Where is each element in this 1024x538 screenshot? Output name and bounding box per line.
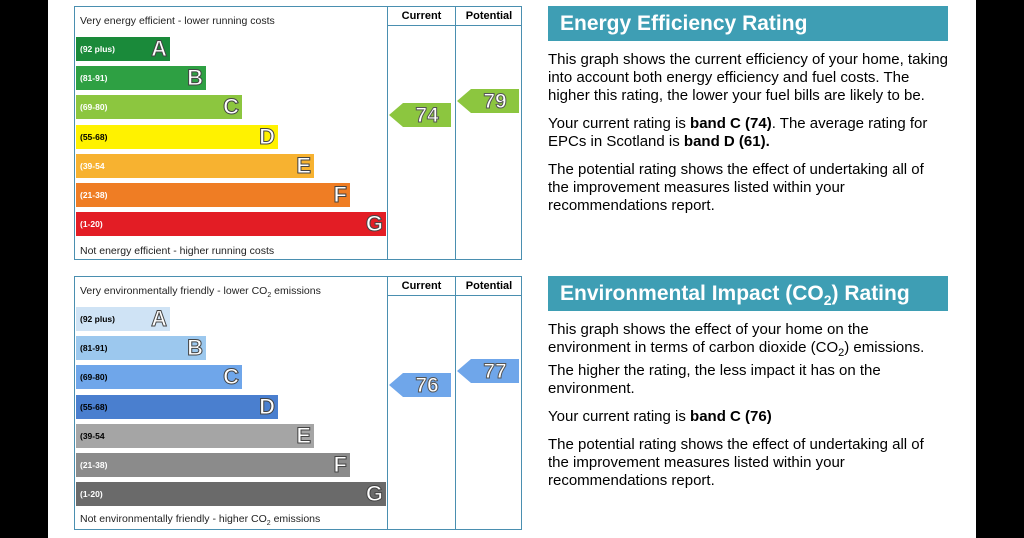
top-label: Very environmentally friendly - lower CO… — [80, 285, 321, 300]
potential-column-header: Potential — [456, 7, 522, 26]
current-rating-paragraph: Your current rating is band C (76) — [548, 408, 772, 425]
band-letter: G — [365, 211, 383, 237]
rating-band-b: (81-91) B — [76, 335, 206, 361]
current-column-header: Current — [388, 7, 455, 26]
current-rating-value: 76 — [415, 374, 439, 398]
potential-rating-value: 79 — [483, 90, 507, 114]
arrow-shape — [389, 373, 451, 398]
rating-band-c: (69-80) C — [76, 94, 242, 120]
column-divider — [387, 277, 388, 529]
rating-band-a: (92 plus) A — [76, 306, 170, 332]
potential-rating-value: 77 — [483, 360, 507, 384]
band-range-label: (55-68) — [80, 131, 108, 142]
band-range-label: (39-54 — [80, 160, 105, 171]
band-range-label: (21-38) — [80, 190, 108, 200]
band-range-label: (1-20) — [80, 219, 103, 230]
potential-rating-paragraph: The potential rating shows the effect of… — [548, 161, 924, 214]
band-range-label: (81-91) — [80, 343, 108, 354]
band-range-label: (1-20) — [80, 489, 103, 500]
environmental-impact-panel: Environmental Impact (CO2) Rating This g… — [548, 276, 948, 490]
rating-band-a: (92 plus) A — [76, 36, 170, 62]
band-letter: F — [333, 452, 347, 478]
rating-band-e: (39-54 E — [76, 422, 314, 448]
current-rating-paragraph: Your current rating is band C (74). The … — [548, 115, 928, 150]
column-divider — [455, 277, 456, 529]
band-range-label: (69-80) — [80, 372, 108, 383]
rating-band-b: (81-91) B — [76, 65, 206, 91]
column-divider — [455, 7, 456, 259]
top-label: Very energy efficient - lower running co… — [80, 15, 275, 27]
current-rating-arrow: 76 — [389, 373, 451, 398]
description-paragraph: This graph shows the current efficiency … — [548, 51, 948, 104]
band-letter: E — [296, 422, 312, 448]
band-range-label: (55-68) — [80, 401, 108, 412]
rating-band-d: (55-68) D — [76, 123, 278, 149]
band-letter: B — [187, 65, 204, 91]
energy-efficiency-chart: Current Potential Very energy efficient … — [74, 6, 522, 260]
band-letter: G — [365, 481, 383, 507]
rating-band-g: (1-20) G — [76, 481, 386, 507]
potential-rating-arrow: 79 — [457, 89, 519, 114]
band-letter: E — [296, 152, 312, 178]
band-range-label: (21-38) — [80, 460, 108, 470]
band-letter: A — [151, 36, 168, 62]
column-divider — [387, 7, 388, 259]
rating-band-f: (21-38) F — [76, 182, 350, 208]
rating-band-g: (1-20) G — [76, 211, 386, 237]
bottom-label: Not environmentally friendly - higher CO… — [80, 512, 321, 527]
band-letter: A — [151, 306, 168, 332]
energy-efficiency-panel: Energy Efficiency Rating This graph show… — [548, 6, 948, 215]
description-paragraph: This graph shows the effect of your home… — [548, 321, 925, 397]
panel-title: Environmental Impact (CO2) Rating — [548, 276, 948, 311]
rating-band-c: (69-80) C — [76, 364, 242, 390]
arrow-shape — [389, 103, 451, 128]
rating-band-f: (21-38) F — [76, 452, 350, 478]
potential-rating-paragraph: The potential rating shows the effect of… — [548, 436, 924, 489]
band-letter: C — [223, 364, 240, 390]
current-rating-value: 74 — [415, 104, 439, 128]
rating-band-d: (55-68) D — [76, 393, 278, 419]
band-letter: D — [259, 123, 276, 149]
band-range-label: (39-54 — [80, 430, 105, 441]
band-range-label: (69-80) — [80, 102, 108, 113]
band-letter: D — [259, 393, 276, 419]
bottom-label: Not energy efficient - higher running co… — [80, 245, 275, 257]
band-range-label: (81-91) — [80, 73, 108, 84]
arrow-shape — [457, 359, 519, 384]
band-letter: B — [187, 335, 204, 361]
potential-column-header: Potential — [456, 277, 522, 296]
current-column-header: Current — [388, 277, 455, 296]
band-range-label: (92 plus) — [80, 314, 115, 324]
band-range-label: (92 plus) — [80, 44, 115, 54]
environmental-impact-chart: Current Potential Very environmentally f… — [74, 276, 522, 530]
rating-band-e: (39-54 E — [76, 152, 314, 178]
epc-page: Current Potential Very energy efficient … — [48, 0, 976, 538]
panel-title: Energy Efficiency Rating — [548, 6, 948, 41]
band-letter: C — [223, 94, 240, 120]
arrow-shape — [457, 89, 519, 114]
band-letter: F — [333, 182, 347, 208]
potential-rating-arrow: 77 — [457, 359, 519, 384]
current-rating-arrow: 74 — [389, 103, 451, 128]
